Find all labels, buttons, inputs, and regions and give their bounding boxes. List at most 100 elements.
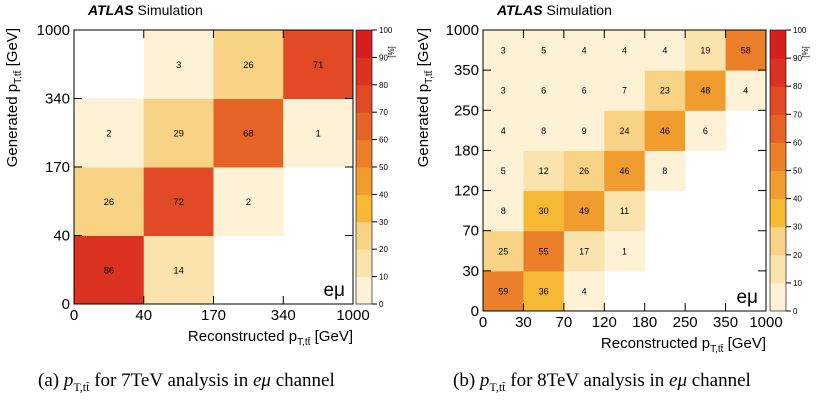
y-tick-label: 70	[462, 223, 479, 240]
heatmap-cell	[213, 98, 284, 168]
y-tick-label: 0	[62, 296, 70, 313]
x-axis-label: Reconstructed pT,tt̄ [GeV]	[188, 328, 353, 348]
cell-value-label: 8	[541, 126, 546, 136]
cell-value-label: 2	[106, 128, 111, 139]
caption-b-tail: channel	[691, 370, 751, 391]
y-tick-label: 350	[454, 62, 479, 79]
colorbar-tick-label: 80	[379, 81, 388, 90]
cell-value-label: 4	[501, 126, 506, 136]
colorbar-segment	[770, 170, 786, 200]
colorbar-tick-label: 100	[379, 26, 393, 35]
y-tick-label: 30	[462, 263, 479, 280]
heatmap-cell	[483, 110, 524, 151]
colorbar-segment	[356, 221, 372, 250]
colorbar-tick-label: 50	[379, 163, 388, 172]
caption-a-text: for 7TeV analysis in	[94, 370, 249, 391]
atlas-label: ATLAS	[496, 2, 543, 18]
heatmap-cell	[483, 30, 524, 71]
colorbar-segment	[356, 276, 372, 305]
colorbar-tick-label: 70	[379, 108, 388, 117]
caption-a-tail: channel	[275, 370, 335, 391]
colorbar-segment	[356, 139, 372, 168]
atlas-label: ATLAS	[87, 2, 134, 18]
heatmap-cell	[143, 30, 214, 99]
channel-label: eμ	[736, 287, 758, 308]
cell-value-label: 4	[582, 286, 587, 296]
heatmap-cell	[483, 70, 524, 111]
heatmap-cell	[483, 270, 524, 312]
x-tick-label: 1000	[336, 307, 369, 324]
caption-a-subscript: T,tt̄	[73, 379, 90, 394]
x-tick-label: 30	[515, 314, 532, 331]
heatmap-cell	[725, 70, 767, 111]
cell-value-label: 71	[313, 60, 324, 71]
colorbar-tick-label: 40	[793, 195, 802, 204]
colorbar-tick-label: 10	[379, 273, 388, 282]
colorbar-segment	[770, 282, 786, 312]
colorbar-segment	[356, 167, 372, 195]
colorbar-tick-label: 90	[793, 54, 802, 63]
colorbar-unit-label: [%]	[387, 46, 396, 58]
colorbar-segment	[356, 112, 372, 141]
x-tick-label: 340	[271, 307, 296, 324]
y-tick-label: 120	[454, 183, 479, 200]
y-tick-label: 1000	[37, 22, 70, 39]
colorbar-segment	[770, 58, 786, 87]
colorbar-tick-label: 90	[379, 53, 388, 62]
heatmap-cell	[143, 167, 214, 236]
x-tick-label: 40	[135, 307, 152, 324]
heatmap-cell	[725, 30, 767, 71]
heatmap-cell	[143, 98, 214, 168]
colorbar-tick-label: 10	[793, 279, 802, 288]
cell-value-label: 49	[579, 206, 589, 216]
colorbar-unit-label: [%]	[801, 46, 810, 58]
cell-value-label: 6	[541, 86, 546, 96]
heatmap-cell	[604, 30, 646, 71]
heatmap-cell	[213, 167, 284, 236]
colorbar-segment	[356, 249, 372, 278]
colorbar-segment	[356, 30, 372, 58]
heatmap-cell	[283, 30, 354, 99]
x-tick-label: 0	[479, 314, 487, 331]
cell-value-label: 55	[539, 246, 549, 256]
colorbar-segment	[770, 86, 786, 115]
caption-b: (b) pT,tt̄ for 8TeV analysis in eμ chann…	[453, 370, 751, 395]
heatmap-cell	[283, 98, 354, 168]
cell-value-label: 86	[104, 265, 115, 276]
cell-value-label: 17	[579, 246, 589, 256]
colorbar-segment	[356, 57, 372, 86]
heatmap-cell	[563, 70, 605, 111]
cell-value-label: 5	[501, 166, 506, 176]
cell-value-label: 6	[582, 86, 587, 96]
cell-value-label: 46	[660, 126, 670, 136]
heatmap-cell	[644, 30, 686, 71]
heatmap-cell	[523, 190, 565, 232]
heatmap-cell	[483, 190, 524, 232]
heatmap-cell	[523, 150, 565, 192]
y-tick-label: 180	[454, 142, 479, 159]
heatmap-cell	[604, 190, 646, 232]
colorbar-tick-label: 80	[793, 82, 802, 91]
atlas-header: ATLAS Simulation	[87, 2, 203, 18]
y-axis-label: Generated pT,tt̄ [GeV]	[415, 28, 435, 167]
cell-value-label: 26	[579, 166, 589, 176]
caption-a-symbol: p	[63, 370, 74, 391]
cell-value-label: 48	[700, 86, 710, 96]
cell-value-label: 24	[619, 126, 629, 136]
colorbar-tick-label: 40	[379, 190, 388, 199]
cell-value-label: 6	[703, 126, 708, 136]
cell-value-label: 3	[176, 60, 181, 71]
colorbar-tick-label: 50	[793, 167, 802, 176]
cell-value-label: 46	[619, 166, 629, 176]
heatmap-cell	[604, 230, 646, 272]
heatmap-cell	[213, 30, 284, 99]
cell-value-label: 4	[622, 46, 627, 56]
colorbar-segment	[770, 254, 786, 284]
heatmap-cell	[644, 150, 686, 192]
colorbar-tick-label: 0	[793, 307, 798, 316]
colorbar-tick-label: 100	[793, 26, 807, 35]
heatmap-cell	[523, 230, 565, 272]
cell-value-label: 36	[539, 286, 549, 296]
cell-value-label: 8	[501, 206, 506, 216]
heatmap-cell	[483, 230, 524, 272]
